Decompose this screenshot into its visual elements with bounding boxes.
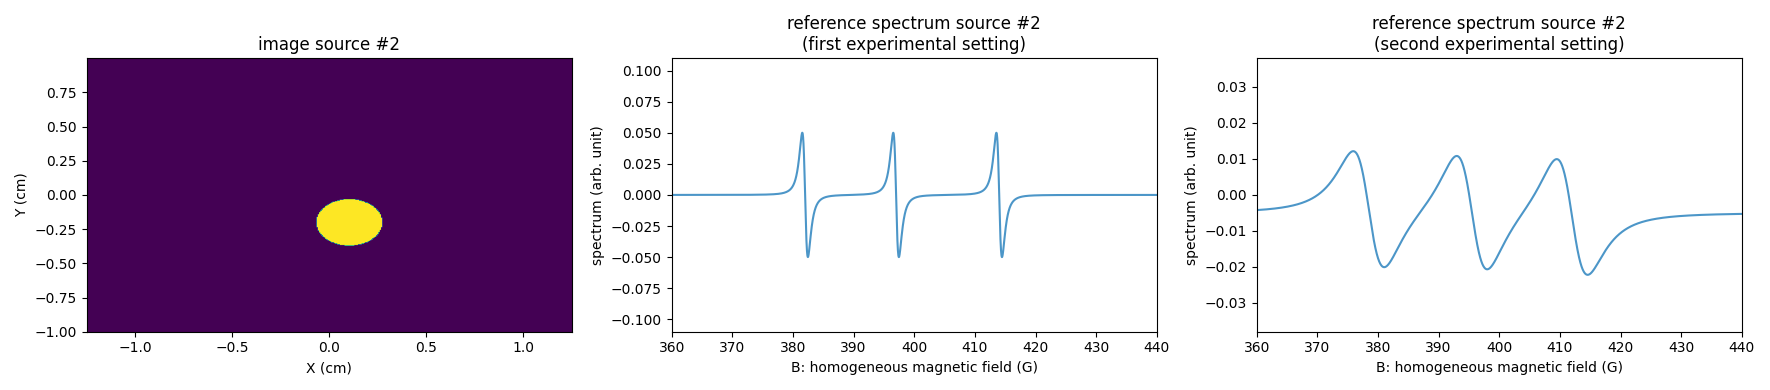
Y-axis label: Y (cm): Y (cm)	[14, 172, 28, 217]
X-axis label: X (cm): X (cm)	[306, 361, 352, 375]
Title: reference spectrum source #2
(first experimental setting): reference spectrum source #2 (first expe…	[788, 15, 1041, 54]
Y-axis label: spectrum (arb. unit): spectrum (arb. unit)	[591, 125, 605, 265]
Title: image source #2: image source #2	[258, 36, 400, 54]
Title: reference spectrum source #2
(second experimental setting): reference spectrum source #2 (second exp…	[1372, 15, 1627, 54]
X-axis label: B: homogeneous magnetic field (G): B: homogeneous magnetic field (G)	[1375, 361, 1623, 375]
X-axis label: B: homogeneous magnetic field (G): B: homogeneous magnetic field (G)	[791, 361, 1037, 375]
Y-axis label: spectrum (arb. unit): spectrum (arb. unit)	[1184, 125, 1198, 265]
